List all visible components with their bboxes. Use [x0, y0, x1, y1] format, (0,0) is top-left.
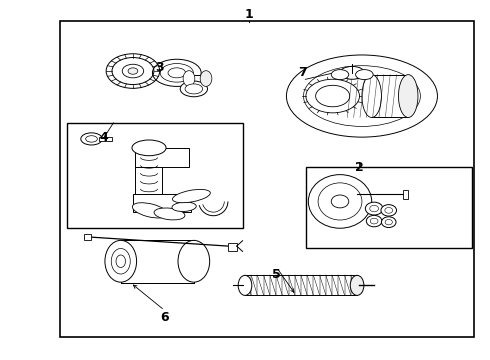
Ellipse shape	[200, 71, 212, 86]
Text: 5: 5	[272, 268, 281, 281]
Text: 1: 1	[245, 8, 253, 21]
Ellipse shape	[308, 175, 372, 228]
Bar	[67, 123, 243, 228]
Text: 3: 3	[155, 61, 164, 74]
Ellipse shape	[350, 275, 364, 296]
Text: 2: 2	[355, 161, 364, 174]
Text: 6: 6	[160, 311, 169, 324]
Ellipse shape	[331, 69, 349, 80]
Ellipse shape	[183, 71, 195, 86]
Bar	[372, 75, 408, 117]
Ellipse shape	[132, 203, 168, 218]
Ellipse shape	[160, 64, 194, 82]
Ellipse shape	[132, 140, 166, 156]
Bar	[133, 194, 192, 212]
Ellipse shape	[381, 217, 396, 228]
Ellipse shape	[367, 215, 382, 227]
Ellipse shape	[340, 66, 365, 79]
Bar	[60, 21, 474, 337]
Ellipse shape	[152, 59, 201, 86]
Ellipse shape	[238, 275, 252, 296]
Ellipse shape	[128, 68, 138, 74]
Ellipse shape	[185, 84, 202, 94]
Ellipse shape	[356, 69, 373, 80]
Ellipse shape	[172, 189, 210, 203]
Bar	[228, 243, 237, 251]
Text: 4: 4	[99, 131, 108, 144]
Ellipse shape	[287, 55, 438, 137]
Ellipse shape	[172, 202, 196, 211]
Bar	[189, 75, 206, 82]
Bar	[245, 275, 357, 296]
Ellipse shape	[180, 81, 207, 97]
Ellipse shape	[168, 68, 186, 78]
Ellipse shape	[154, 208, 185, 220]
Ellipse shape	[362, 75, 381, 117]
Ellipse shape	[105, 240, 137, 282]
Text: 7: 7	[298, 66, 307, 79]
Bar	[403, 190, 408, 199]
Bar	[306, 167, 471, 248]
Bar	[84, 234, 91, 240]
Bar	[135, 148, 189, 167]
Bar	[99, 137, 113, 141]
Ellipse shape	[381, 204, 396, 216]
Ellipse shape	[398, 75, 418, 117]
Bar	[121, 240, 194, 283]
Ellipse shape	[178, 240, 210, 282]
Bar	[135, 148, 162, 194]
Ellipse shape	[366, 202, 383, 215]
Ellipse shape	[303, 66, 420, 126]
